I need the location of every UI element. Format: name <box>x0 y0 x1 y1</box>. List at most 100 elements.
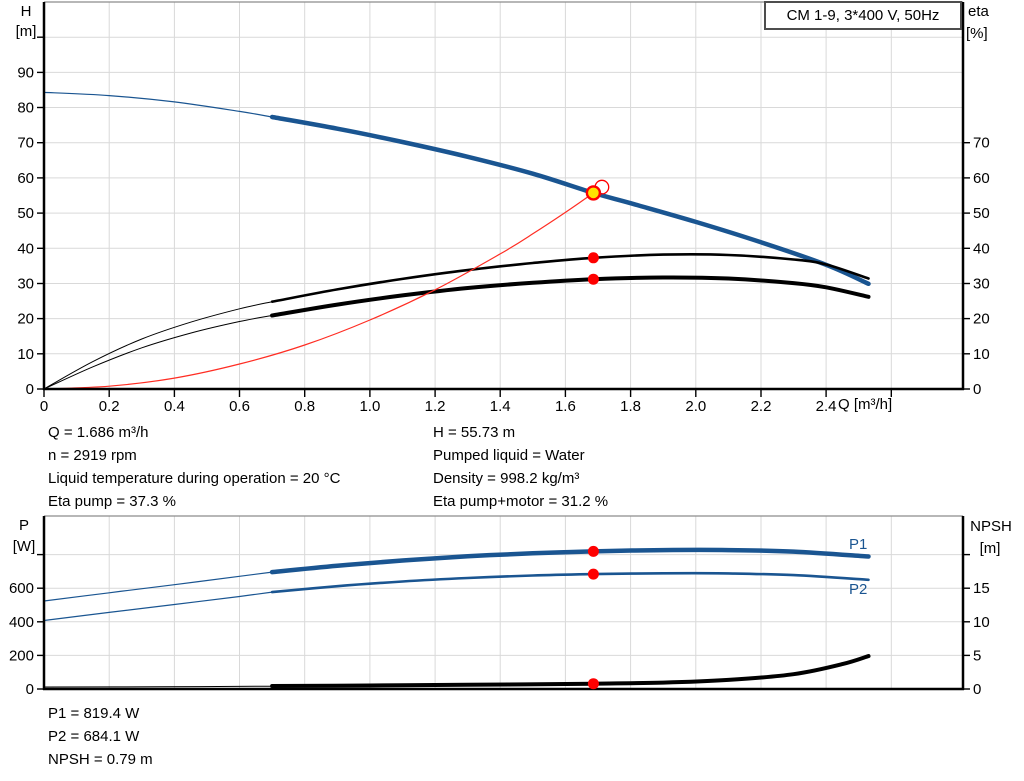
npsh-axis-title: NPSH <box>970 518 1012 535</box>
p1-curve-label: P1 <box>849 536 868 553</box>
p2-curve-extrapolated <box>43 591 273 622</box>
svg-text:40: 40 <box>973 240 990 257</box>
npsh-curve-extrapolated <box>43 685 273 688</box>
svg-text:2.2: 2.2 <box>751 398 772 415</box>
svg-text:1.2: 1.2 <box>425 398 446 415</box>
svg-text:40: 40 <box>17 240 34 257</box>
svg-text:0: 0 <box>973 381 981 398</box>
eta-pump-motor-curve-extrapolated <box>43 315 273 390</box>
svg-text:10: 10 <box>17 346 34 363</box>
svg-text:1.4: 1.4 <box>490 398 511 415</box>
svg-text:80: 80 <box>17 100 34 117</box>
q-axis-label: Q [m³/h] <box>838 396 893 413</box>
readout-head: H = 55.73 m <box>433 424 516 441</box>
horizontal-gridlines <box>44 554 963 656</box>
vertical-gridlines <box>108 2 892 389</box>
svg-text:15: 15 <box>973 580 990 597</box>
p1-operating-point <box>587 545 599 557</box>
readout-npsh: NPSH = 0.79 m <box>48 751 153 768</box>
readout-speed: n = 2919 rpm <box>48 447 137 464</box>
svg-text:20: 20 <box>17 311 34 328</box>
p2-curve-label: P2 <box>849 581 868 598</box>
svg-text:0: 0 <box>40 398 48 415</box>
svg-text:400: 400 <box>9 614 34 631</box>
left-axis-ticks: 0 10 20 30 40 50 60 70 80 90 <box>17 36 44 398</box>
svg-text:1.6: 1.6 <box>555 398 576 415</box>
svg-text:10: 10 <box>973 346 990 363</box>
eta-pump-curve-extrapolated <box>43 301 273 390</box>
svg-text:90: 90 <box>17 64 34 81</box>
h-axis-unit: [m] <box>15 23 37 40</box>
readout-temperature: Liquid temperature during operation = 20… <box>48 470 341 487</box>
svg-text:0: 0 <box>26 381 34 398</box>
p-axis-unit: [W] <box>12 538 36 555</box>
p1-curve <box>269 547 871 575</box>
svg-text:50: 50 <box>17 205 34 222</box>
axes <box>42 516 965 691</box>
svg-text:0.8: 0.8 <box>294 398 315 415</box>
svg-text:1.0: 1.0 <box>359 398 380 415</box>
readout-p2: P2 = 684.1 W <box>48 728 140 745</box>
svg-text:60: 60 <box>973 170 990 187</box>
p-axis-title: P <box>18 517 29 534</box>
svg-text:10: 10 <box>973 614 990 631</box>
eta-pump-operating-point <box>587 252 599 264</box>
p1-curve-extrapolated <box>43 571 273 602</box>
svg-text:0: 0 <box>26 681 34 698</box>
npsh-operating-point <box>587 678 599 690</box>
head-curve-extrapolated <box>43 91 273 118</box>
duty-readout-right-column: H = 55.73 m Pumped liquid = Water Densit… <box>433 421 608 513</box>
pump-title-box: CM 1-9, 3*400 V, 50Hz <box>764 1 962 30</box>
svg-text:0.6: 0.6 <box>229 398 250 415</box>
svg-text:5: 5 <box>973 647 981 664</box>
p2-curve <box>270 571 870 594</box>
svg-text:30: 30 <box>973 276 990 293</box>
vertical-gridlines <box>108 516 892 689</box>
duty-readout-left-column: Q = 1.686 m³/h n = 2919 rpm Liquid tempe… <box>48 421 340 513</box>
right-axis-ticks: 0 5 10 15 <box>963 553 990 698</box>
npsh-axis-unit: [m] <box>979 540 1001 557</box>
npsh-curve <box>270 654 871 688</box>
svg-text:50: 50 <box>973 205 990 222</box>
h-axis-title: H <box>20 3 32 20</box>
p2-operating-point <box>587 568 599 580</box>
readout-eta-pump-motor: Eta pump+motor = 31.2 % <box>433 493 609 510</box>
readout-p1: P1 = 819.4 W <box>48 705 140 722</box>
readout-eta-pump: Eta pump = 37.3 % <box>48 493 176 510</box>
duty-point[interactable] <box>585 185 602 201</box>
svg-text:70: 70 <box>973 135 990 152</box>
eta-pump-motor-operating-point <box>587 273 599 285</box>
pump-title: CM 1-9, 3*400 V, 50Hz <box>786 7 940 24</box>
operating-point-markers <box>585 179 610 285</box>
svg-text:0.4: 0.4 <box>164 398 185 415</box>
svg-text:70: 70 <box>17 135 34 152</box>
horizontal-gridlines <box>44 36 963 355</box>
svg-text:60: 60 <box>17 170 34 187</box>
svg-text:2.4: 2.4 <box>816 398 837 415</box>
readout-q: Q = 1.686 m³/h <box>48 424 149 441</box>
svg-text:200: 200 <box>9 647 34 664</box>
axes <box>42 2 965 391</box>
x-axis-ticks: 0 0.2 0.4 0.6 0.8 1.0 1.2 1.4 1.6 1.8 2.0 2.2 2.4 <box>40 390 892 415</box>
eta-axis-title: eta <box>968 3 989 20</box>
system-curve <box>43 192 594 390</box>
readout-density: Density = 998.2 kg/m³ <box>433 470 580 487</box>
svg-text:1.8: 1.8 <box>620 398 641 415</box>
power-readout-column: P1 = 819.4 W P2 = 684.1 W NPSH = 0.79 m <box>48 702 153 771</box>
eta-pump-curve <box>270 252 870 303</box>
svg-text:20: 20 <box>973 311 990 328</box>
right-axis-ticks: 0 10 20 30 40 50 60 70 <box>963 135 990 398</box>
operating-point-markers <box>587 545 599 690</box>
left-axis-ticks: 0 200 400 600 <box>9 553 44 698</box>
chart-qh_eta: 0 10 20 30 40 50 60 70 80 90 0 10 20 30 40 50 60 70 0 0.2 0.… <box>17 1 990 415</box>
svg-text:0.2: 0.2 <box>99 398 120 415</box>
svg-text:600: 600 <box>9 580 34 597</box>
readout-liquid: Pumped liquid = Water <box>433 447 585 464</box>
chart-power_npsh: 0 200 400 600 0 5 10 15 <box>9 515 990 698</box>
svg-text:0: 0 <box>973 681 981 698</box>
eta-axis-unit: [%] <box>966 25 988 42</box>
svg-text:30: 30 <box>17 276 34 293</box>
svg-text:2.0: 2.0 <box>685 398 706 415</box>
